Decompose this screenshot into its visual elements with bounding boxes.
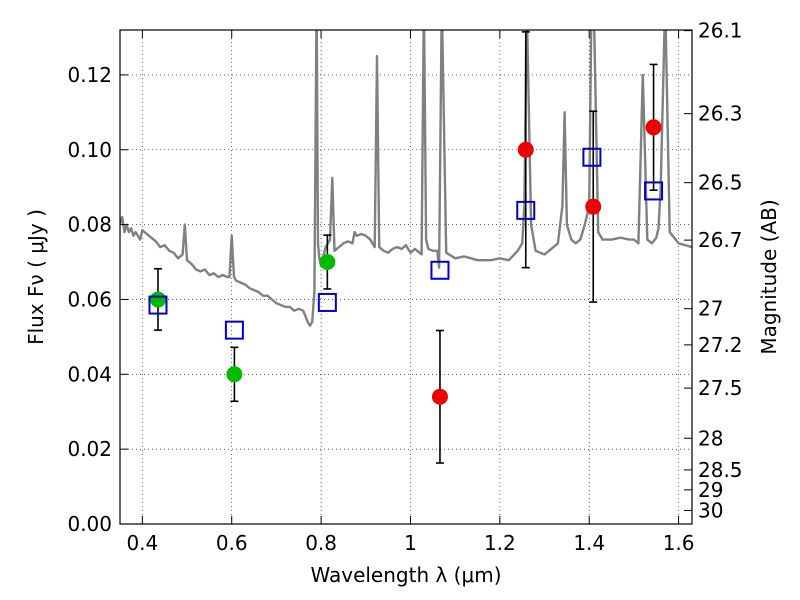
model-photometry-square (430, 260, 450, 280)
model-photometry-square (644, 181, 664, 201)
photometry-point (431, 388, 448, 405)
x-tick-label: 0.6 (216, 531, 248, 555)
model-photometry-square (224, 320, 244, 340)
photometry-point (319, 254, 336, 271)
y-tick-label: 0.04 (67, 362, 112, 386)
y-tick-label: 0.02 (67, 437, 112, 461)
points-layer (148, 31, 664, 464)
mag-tick-label: 28.5 (698, 458, 743, 482)
y-tick-label: 0.08 (67, 213, 112, 237)
axis-ticks: 0.4 0.6 0.8 1 1.2 1.4 1.6 0.00 0.02 0.04 0.06 0.08 0… (67, 19, 742, 555)
x-tick-label: 0.8 (305, 531, 337, 555)
y-tick-label: 0.06 (67, 287, 112, 311)
photometry-point (517, 141, 534, 158)
x-tick-label: 1.4 (573, 531, 605, 555)
x-tick-label: 1.2 (484, 531, 516, 555)
mag-tick-label: 27.5 (698, 376, 743, 400)
plot-frame (119, 29, 693, 525)
y-tick-label: 0.12 (67, 63, 112, 87)
mag-tick-label: 30 (698, 498, 723, 522)
mag-tick-label: 26.7 (698, 228, 743, 252)
photometry-point (645, 119, 662, 136)
mag-tick-label: 26.1 (698, 19, 743, 43)
photometry-point (226, 366, 243, 383)
mag-tick-label: 28 (698, 426, 723, 450)
model-photometry-square (148, 295, 168, 315)
photometry-point (585, 198, 602, 215)
mag-tick-label: 27.2 (698, 333, 743, 357)
x-tick-label: 1.6 (663, 531, 695, 555)
mag-tick-label: 26.3 (698, 102, 743, 126)
model-photometry-square (516, 200, 536, 220)
x-tick-label: 0.4 (126, 531, 158, 555)
spectrum-layer (120, 30, 692, 327)
x-tick-label: 1 (404, 531, 417, 555)
model-photometry-square (582, 147, 602, 167)
mag-tick-label: 27 (698, 297, 723, 321)
mag-tick-label: 29 (698, 478, 723, 502)
x-axis-label: Wavelength λ (μm) (310, 563, 501, 587)
right-axis-label: Magnitude (AB) (757, 199, 781, 354)
model-spectrum-line (120, 30, 692, 327)
y-tick-label: 0.00 (67, 512, 112, 536)
model-photometry-square (317, 292, 337, 312)
mag-tick-label: 26.5 (698, 171, 743, 195)
photometry-point (149, 291, 166, 308)
y-axis-label: Flux Fν ( μJy ) (24, 209, 48, 345)
y-tick-label: 0.10 (67, 138, 112, 162)
